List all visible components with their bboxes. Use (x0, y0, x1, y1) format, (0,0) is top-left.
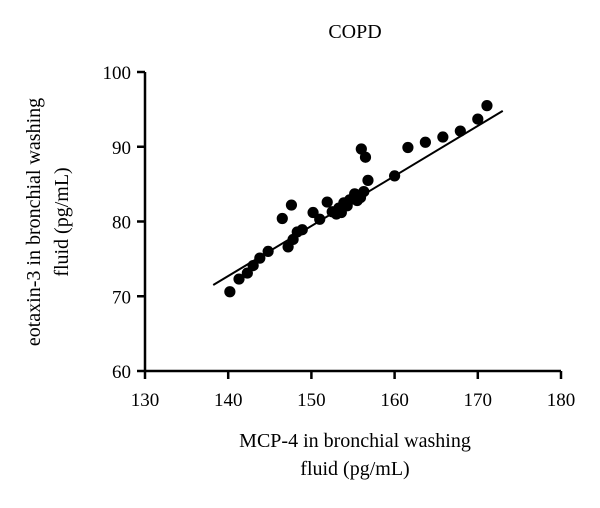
x-tick-label: 150 (297, 390, 326, 411)
chart-title: COPD (328, 21, 381, 43)
x-axis-label-line-2: fluid (pg/mL) (300, 458, 409, 480)
data-point (247, 260, 259, 272)
data-point (262, 245, 274, 257)
data-point (437, 131, 449, 143)
data-point (233, 273, 245, 285)
data-point (419, 136, 431, 148)
x-axis-label: MCP-4 in bronchial washing fluid (pg/mL) (239, 430, 471, 480)
x-tick-label: 130 (131, 390, 160, 411)
data-point (472, 113, 484, 125)
data-point (285, 199, 298, 211)
data-point (402, 141, 414, 154)
x-axis-label-line-1: MCP-4 in bronchial washing (239, 430, 471, 452)
data-point (296, 224, 308, 236)
y-tick-label: 60 (112, 362, 131, 383)
x-tick-label: 140 (214, 390, 243, 411)
y-tick-label: 70 (112, 287, 131, 308)
y-tick-label: 90 (112, 138, 131, 159)
data-point (389, 170, 401, 182)
plot-area: 60 70 80 90 100 130 140 150 160 170 180 (103, 63, 576, 411)
y-axis-label: eotaxin-3 in bronchial washing fluid (pg… (23, 98, 73, 346)
y-axis-label-line-1: eotaxin-3 in bronchial washing (23, 98, 45, 346)
x-tick-label: 180 (547, 390, 576, 411)
data-point (359, 151, 372, 163)
data-point (314, 213, 326, 225)
y-tick-label: 80 (112, 213, 131, 234)
y-axis-label-line-2: fluid (pg/mL) (51, 167, 73, 276)
x-tick-label: 170 (464, 390, 493, 411)
data-point (254, 252, 266, 264)
data-point (224, 286, 236, 298)
data-point (276, 212, 288, 225)
data-point (481, 100, 493, 112)
y-tick-label: 100 (103, 63, 132, 84)
data-point (358, 186, 370, 198)
data-point (321, 196, 333, 208)
x-tick-label: 160 (380, 390, 409, 411)
data-point (454, 125, 466, 137)
data-point (362, 174, 374, 186)
